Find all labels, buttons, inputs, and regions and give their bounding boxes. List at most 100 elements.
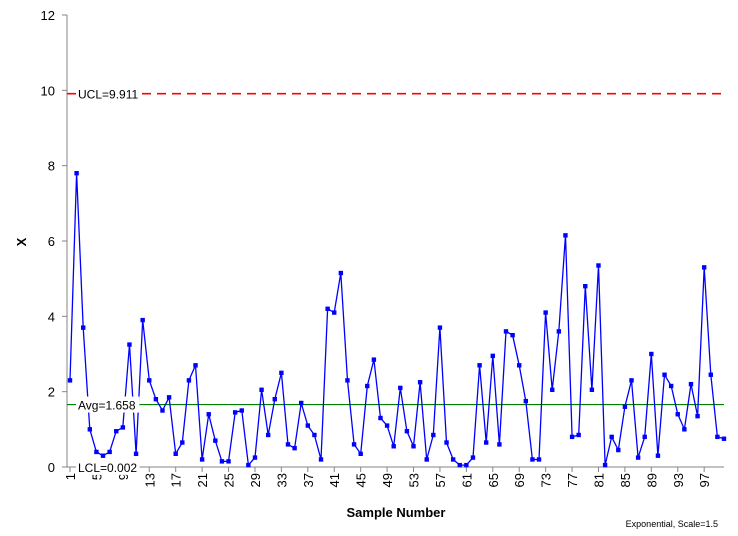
x-tick-label: 85	[618, 473, 633, 487]
y-tick-label: 10	[41, 83, 55, 98]
data-point	[160, 408, 165, 413]
data-point	[682, 427, 687, 432]
data-point	[437, 325, 443, 330]
data-point	[721, 436, 727, 441]
data-point	[279, 370, 284, 376]
data-point	[193, 363, 198, 368]
y-tick-label: 8	[48, 159, 55, 174]
data-point	[701, 265, 707, 270]
data-point	[199, 457, 205, 462]
data-point	[536, 457, 542, 462]
x-tick-label: 9	[116, 473, 131, 480]
x-tick-label: 45	[354, 473, 369, 487]
data-point	[411, 444, 416, 449]
data-point	[100, 453, 106, 458]
y-tick-label: 12	[41, 8, 55, 23]
data-point	[74, 171, 79, 176]
data-point	[417, 380, 423, 385]
data-point	[332, 310, 337, 315]
avg-label: Avg=1.658	[78, 399, 136, 413]
data-point	[166, 395, 172, 400]
x-tick-label: 13	[142, 473, 157, 487]
data-point	[87, 427, 93, 432]
data-point	[497, 442, 502, 447]
data-point	[655, 453, 661, 458]
ucl-label-bg	[76, 85, 140, 102]
x-tick-label: 41	[327, 473, 342, 487]
x-axis-title: Sample Number	[347, 505, 446, 520]
x-tick-label: 21	[195, 473, 210, 487]
data-point	[265, 432, 271, 438]
data-point	[391, 444, 396, 449]
data-point	[239, 408, 244, 413]
y-tick-label: 6	[48, 234, 55, 249]
x-tick-label: 53	[407, 473, 422, 487]
data-point	[213, 438, 218, 443]
lcl-label: LCL=0.002	[78, 461, 137, 475]
data-point	[517, 363, 522, 368]
data-point	[259, 387, 264, 392]
data-point	[424, 457, 429, 462]
data-point	[556, 329, 562, 334]
data-point	[470, 455, 476, 460]
data-point	[219, 459, 225, 464]
data-point	[186, 378, 192, 383]
data-point	[450, 457, 456, 462]
data-point	[127, 342, 132, 347]
data-point	[695, 413, 700, 419]
data-point	[133, 451, 139, 457]
x-tick-label: 97	[697, 473, 712, 487]
data-point	[292, 445, 297, 451]
data-point	[140, 317, 145, 323]
data-point	[490, 353, 495, 359]
data-point	[457, 462, 462, 468]
y-tick-label: 4	[48, 309, 55, 324]
data-point	[464, 462, 469, 468]
x-tick-label: 69	[512, 473, 527, 487]
data-point	[246, 462, 251, 468]
data-point	[318, 457, 324, 462]
data-point	[285, 442, 291, 447]
data-point	[503, 329, 509, 334]
data-point	[649, 351, 654, 357]
data-point	[147, 378, 152, 383]
data-point	[232, 410, 238, 415]
data-point	[378, 415, 383, 421]
data-point	[345, 378, 350, 383]
data-point	[629, 378, 634, 383]
x-tick-label: 81	[591, 473, 606, 487]
data-point	[675, 412, 680, 417]
data-point	[107, 449, 112, 455]
data-point	[688, 381, 694, 387]
lcl-label-bg	[76, 458, 140, 475]
data-point	[272, 397, 277, 402]
x-tick-label: 57	[433, 473, 448, 487]
chart-note: Exponential, Scale=1.5	[626, 519, 718, 529]
data-point	[358, 451, 363, 457]
data-point	[576, 432, 581, 438]
x-tick-label: 29	[248, 473, 263, 487]
data-point	[338, 270, 344, 276]
data-point	[173, 451, 178, 457]
data-point	[431, 432, 436, 438]
data-point	[120, 425, 126, 430]
data-point	[622, 404, 628, 409]
avg-label-bg	[76, 396, 140, 413]
data-point	[365, 383, 370, 389]
data-point	[543, 310, 548, 315]
data-point	[351, 442, 357, 447]
y-tick-label: 0	[48, 460, 55, 475]
series-line	[69, 172, 725, 466]
data-point	[530, 457, 535, 462]
control-limit-labels: UCL=9.911 Avg=1.658 LCL=0.002	[76, 85, 140, 475]
data-point	[642, 434, 647, 440]
data-point	[609, 434, 614, 440]
data-point	[668, 383, 674, 389]
data-point	[226, 459, 231, 464]
data-point	[563, 233, 568, 238]
x-tick-label: 73	[539, 473, 554, 487]
series-layer	[67, 171, 727, 468]
data-point	[114, 429, 119, 434]
data-point	[384, 423, 390, 428]
data-point	[483, 440, 489, 445]
